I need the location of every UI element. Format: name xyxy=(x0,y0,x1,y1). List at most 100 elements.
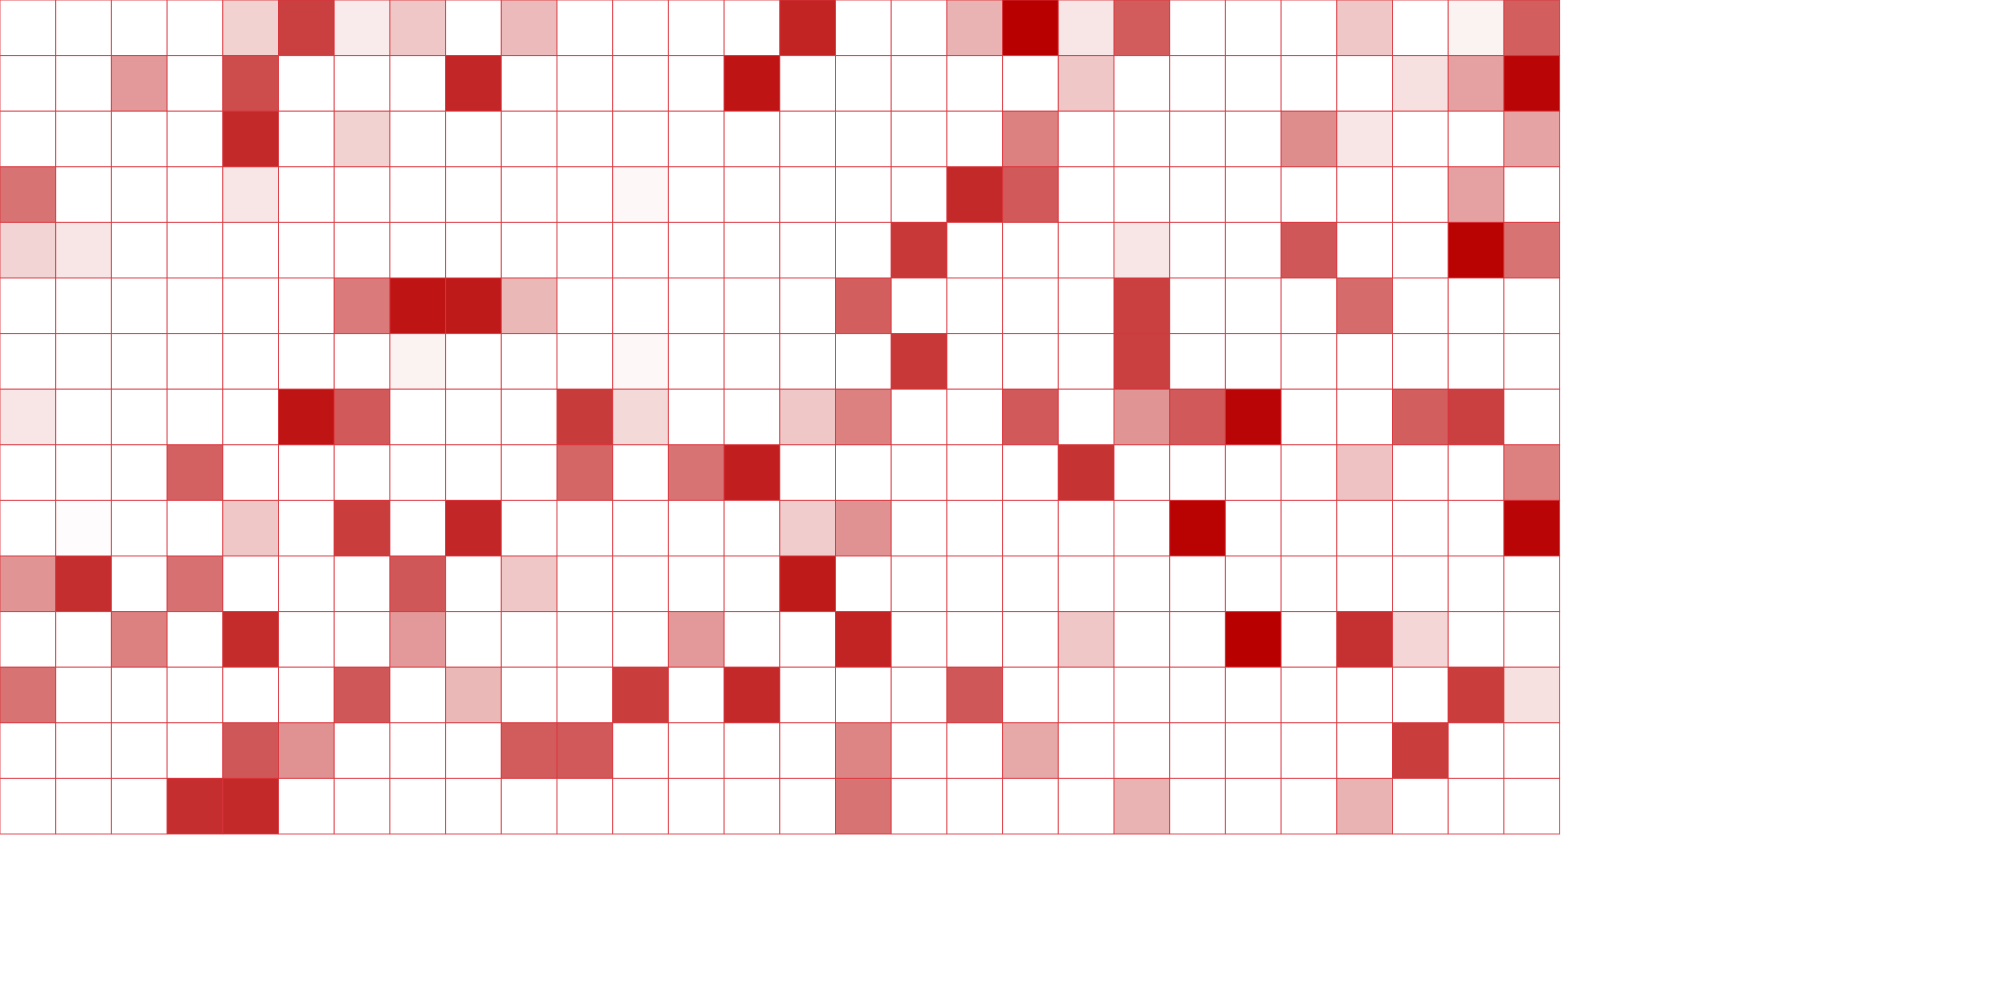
heatmap-cell xyxy=(1337,556,1393,612)
heatmap-cell xyxy=(390,0,446,56)
heatmap-cell xyxy=(836,167,892,223)
heatmap-cell xyxy=(947,556,1003,612)
heatmap-cell xyxy=(668,556,724,612)
heatmap-cell xyxy=(1504,111,1560,167)
heatmap-cell xyxy=(1058,167,1114,223)
heatmap-cell xyxy=(724,0,780,56)
heatmap-cell xyxy=(279,778,335,834)
heatmap-cell xyxy=(1281,334,1337,390)
heatmap-cell xyxy=(1281,445,1337,501)
heatmap-cell xyxy=(891,56,947,112)
heatmap-cell xyxy=(1170,556,1226,612)
heatmap-cell xyxy=(1448,167,1504,223)
heatmap-cell xyxy=(780,445,836,501)
heatmap-cell xyxy=(446,56,502,112)
heatmap-cell xyxy=(0,167,56,223)
heatmap-cell xyxy=(947,778,1003,834)
heatmap-cell xyxy=(1003,667,1059,723)
heatmap-cell xyxy=(1003,445,1059,501)
heatmap-cell xyxy=(167,778,223,834)
heatmap-cell xyxy=(334,500,390,556)
heatmap-cell xyxy=(668,389,724,445)
heatmap-cell xyxy=(1393,0,1449,56)
heatmap-cell xyxy=(1504,778,1560,834)
heatmap-cell xyxy=(279,278,335,334)
heatmap-cell xyxy=(780,778,836,834)
heatmap-cell xyxy=(390,222,446,278)
heatmap-cell xyxy=(223,778,279,834)
heatmap-cell xyxy=(111,556,167,612)
heatmap-cell xyxy=(334,723,390,779)
heatmap-cell xyxy=(446,167,502,223)
heatmap-cell xyxy=(1448,612,1504,668)
heatmap-cell xyxy=(1114,778,1170,834)
heatmap-cell xyxy=(780,723,836,779)
heatmap-cell xyxy=(446,556,502,612)
heatmap-cell xyxy=(446,278,502,334)
heatmap-cell xyxy=(668,56,724,112)
heatmap-cell xyxy=(1448,723,1504,779)
heatmap-cell xyxy=(167,111,223,167)
heatmap-cell xyxy=(334,556,390,612)
heatmap-cell xyxy=(780,222,836,278)
heatmap-cell xyxy=(501,500,557,556)
heatmap-cell xyxy=(1504,56,1560,112)
heatmap-cell xyxy=(724,222,780,278)
heatmap-cell xyxy=(1281,667,1337,723)
heatmap-cell xyxy=(1393,778,1449,834)
heatmap-cell xyxy=(1225,500,1281,556)
heatmap-cell xyxy=(836,278,892,334)
heatmap-cell xyxy=(947,56,1003,112)
heatmap-cell xyxy=(279,445,335,501)
heatmap-cell xyxy=(1337,111,1393,167)
heatmap-cell xyxy=(947,445,1003,501)
heatmap-cell xyxy=(724,723,780,779)
heatmap-cell xyxy=(390,723,446,779)
heatmap-cell xyxy=(1448,389,1504,445)
heatmap-cell xyxy=(1170,167,1226,223)
heatmap-cell xyxy=(1337,445,1393,501)
heatmap-cell xyxy=(613,278,669,334)
heatmap-cell xyxy=(724,445,780,501)
heatmap-cell xyxy=(947,500,1003,556)
heatmap-cell xyxy=(1225,167,1281,223)
heatmap-cell xyxy=(836,389,892,445)
heatmap-cell xyxy=(557,500,613,556)
heatmap-cell xyxy=(56,556,112,612)
heatmap-cell xyxy=(0,556,56,612)
heatmap-cell xyxy=(891,111,947,167)
heatmap-cell xyxy=(1170,278,1226,334)
heatmap-cell xyxy=(1114,723,1170,779)
heatmap-cell xyxy=(501,778,557,834)
heatmap-cell xyxy=(279,723,335,779)
heatmap-cell xyxy=(1393,612,1449,668)
heatmap-cell xyxy=(1393,56,1449,112)
heatmap-cell xyxy=(1225,222,1281,278)
heatmap-cell xyxy=(724,389,780,445)
heatmap-cell xyxy=(557,389,613,445)
heatmap-cell xyxy=(501,111,557,167)
heatmap-cell xyxy=(1114,0,1170,56)
heatmap-cell xyxy=(167,667,223,723)
heatmap-cell xyxy=(279,334,335,390)
heatmap-cell xyxy=(56,723,112,779)
heatmap-cell xyxy=(279,667,335,723)
heatmap-cell xyxy=(446,222,502,278)
heatmap-cell xyxy=(1281,222,1337,278)
heatmap-cell xyxy=(1337,334,1393,390)
heatmap-cell xyxy=(836,56,892,112)
heatmap-cell xyxy=(1225,278,1281,334)
heatmap-cell xyxy=(613,500,669,556)
heatmap-cell xyxy=(279,556,335,612)
heatmap-cell xyxy=(557,56,613,112)
heatmap-cell xyxy=(1058,667,1114,723)
heatmap-cell xyxy=(223,111,279,167)
heatmap-cell xyxy=(390,778,446,834)
heatmap-cell xyxy=(223,222,279,278)
heatmap-cell xyxy=(947,667,1003,723)
heatmap-cell xyxy=(1058,334,1114,390)
heatmap-cell xyxy=(1114,334,1170,390)
heatmap-cell xyxy=(947,167,1003,223)
heatmap-cell xyxy=(557,167,613,223)
heatmap-cell xyxy=(836,500,892,556)
